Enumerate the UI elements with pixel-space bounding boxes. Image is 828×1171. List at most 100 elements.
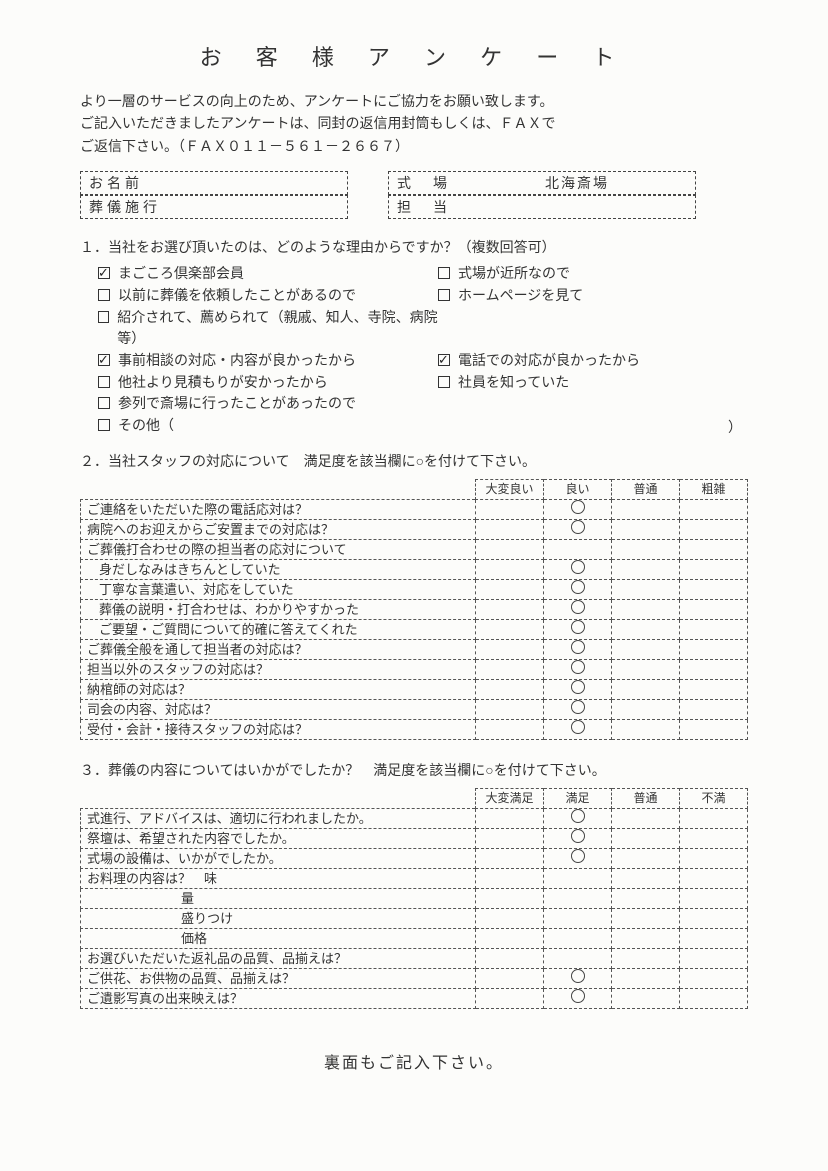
q1-option[interactable]: 式場が近所なので bbox=[438, 263, 570, 285]
rating-cell[interactable] bbox=[612, 928, 680, 948]
rating-cell[interactable] bbox=[544, 988, 612, 1008]
q1-option[interactable]: 他社より見積もりが安かったから bbox=[98, 372, 438, 394]
rating-cell[interactable] bbox=[612, 908, 680, 928]
rating-cell[interactable] bbox=[544, 559, 612, 579]
rating-cell[interactable] bbox=[476, 828, 544, 848]
rating-cell[interactable] bbox=[544, 888, 612, 908]
rating-cell[interactable] bbox=[544, 499, 612, 519]
q1-option[interactable]: 社員を知っていた bbox=[438, 372, 569, 394]
checkbox-icon[interactable] bbox=[98, 397, 110, 409]
rating-cell[interactable] bbox=[612, 968, 680, 988]
rating-cell[interactable] bbox=[544, 519, 612, 539]
q1-option[interactable]: 以前に葬儀を依頼したことがあるので bbox=[98, 285, 438, 307]
rating-cell[interactable] bbox=[612, 699, 680, 719]
rating-cell[interactable] bbox=[476, 968, 544, 988]
q1-option[interactable]: ホームページを見て bbox=[438, 285, 583, 307]
rating-cell[interactable] bbox=[544, 679, 612, 699]
rating-cell[interactable] bbox=[612, 539, 680, 559]
rating-cell[interactable] bbox=[544, 579, 612, 599]
checkbox-icon[interactable] bbox=[98, 354, 110, 366]
q1-option[interactable]: まごころ倶楽部会員 bbox=[98, 263, 438, 285]
rating-cell[interactable] bbox=[476, 639, 544, 659]
rating-cell[interactable] bbox=[680, 948, 748, 968]
rating-cell[interactable] bbox=[544, 948, 612, 968]
rating-cell[interactable] bbox=[544, 639, 612, 659]
rating-cell[interactable] bbox=[544, 928, 612, 948]
rating-cell[interactable] bbox=[680, 499, 748, 519]
checkbox-icon[interactable] bbox=[98, 289, 110, 301]
rating-cell[interactable] bbox=[680, 519, 748, 539]
rating-cell[interactable] bbox=[476, 659, 544, 679]
rating-cell[interactable] bbox=[612, 659, 680, 679]
q1-option[interactable]: その他（ bbox=[98, 415, 438, 437]
rating-cell[interactable] bbox=[680, 868, 748, 888]
q1-option[interactable]: 紹介されて、薦められて（親戚、知人、寺院、病院等） bbox=[98, 307, 438, 350]
rating-cell[interactable] bbox=[612, 948, 680, 968]
rating-cell[interactable] bbox=[476, 888, 544, 908]
rating-cell[interactable] bbox=[680, 679, 748, 699]
rating-cell[interactable] bbox=[612, 599, 680, 619]
rating-cell[interactable] bbox=[612, 499, 680, 519]
rating-cell[interactable] bbox=[544, 808, 612, 828]
rating-cell[interactable] bbox=[476, 539, 544, 559]
rating-cell[interactable] bbox=[612, 988, 680, 1008]
rating-cell[interactable] bbox=[544, 868, 612, 888]
q1-option[interactable]: 参列で斎場に行ったことがあったので bbox=[98, 393, 438, 415]
rating-cell[interactable] bbox=[680, 559, 748, 579]
rating-cell[interactable] bbox=[612, 619, 680, 639]
rating-cell[interactable] bbox=[612, 639, 680, 659]
rating-cell[interactable] bbox=[476, 908, 544, 928]
q1-option[interactable]: 事前相談の対応・内容が良かったから bbox=[98, 350, 438, 372]
checkbox-icon[interactable] bbox=[98, 311, 109, 323]
rating-cell[interactable] bbox=[544, 828, 612, 848]
checkbox-icon[interactable] bbox=[438, 267, 450, 279]
rating-cell[interactable] bbox=[680, 719, 748, 739]
rating-cell[interactable] bbox=[544, 659, 612, 679]
checkbox-icon[interactable] bbox=[438, 376, 450, 388]
checkbox-icon[interactable] bbox=[98, 376, 110, 388]
rating-cell[interactable] bbox=[544, 619, 612, 639]
rating-cell[interactable] bbox=[680, 808, 748, 828]
rating-cell[interactable] bbox=[476, 559, 544, 579]
rating-cell[interactable] bbox=[544, 968, 612, 988]
rating-cell[interactable] bbox=[680, 848, 748, 868]
rating-cell[interactable] bbox=[544, 699, 612, 719]
checkbox-icon[interactable] bbox=[438, 289, 450, 301]
rating-cell[interactable] bbox=[476, 928, 544, 948]
rating-cell[interactable] bbox=[680, 639, 748, 659]
rating-cell[interactable] bbox=[476, 699, 544, 719]
rating-cell[interactable] bbox=[612, 579, 680, 599]
rating-cell[interactable] bbox=[612, 828, 680, 848]
rating-cell[interactable] bbox=[476, 719, 544, 739]
checkbox-icon[interactable] bbox=[438, 354, 450, 366]
rating-cell[interactable] bbox=[544, 599, 612, 619]
rating-cell[interactable] bbox=[476, 848, 544, 868]
rating-cell[interactable] bbox=[476, 619, 544, 639]
rating-cell[interactable] bbox=[476, 599, 544, 619]
rating-cell[interactable] bbox=[612, 888, 680, 908]
rating-cell[interactable] bbox=[680, 968, 748, 988]
rating-cell[interactable] bbox=[680, 928, 748, 948]
rating-cell[interactable] bbox=[680, 599, 748, 619]
rating-cell[interactable] bbox=[680, 828, 748, 848]
rating-cell[interactable] bbox=[544, 908, 612, 928]
rating-cell[interactable] bbox=[612, 868, 680, 888]
rating-cell[interactable] bbox=[476, 948, 544, 968]
rating-cell[interactable] bbox=[612, 848, 680, 868]
rating-cell[interactable] bbox=[680, 619, 748, 639]
rating-cell[interactable] bbox=[476, 519, 544, 539]
rating-cell[interactable] bbox=[680, 888, 748, 908]
rating-cell[interactable] bbox=[612, 519, 680, 539]
rating-cell[interactable] bbox=[680, 659, 748, 679]
rating-cell[interactable] bbox=[680, 539, 748, 559]
rating-cell[interactable] bbox=[612, 559, 680, 579]
rating-cell[interactable] bbox=[544, 719, 612, 739]
checkbox-icon[interactable] bbox=[98, 419, 110, 431]
rating-cell[interactable] bbox=[680, 988, 748, 1008]
rating-cell[interactable] bbox=[476, 868, 544, 888]
rating-cell[interactable] bbox=[680, 699, 748, 719]
rating-cell[interactable] bbox=[476, 808, 544, 828]
rating-cell[interactable] bbox=[544, 539, 612, 559]
rating-cell[interactable] bbox=[544, 848, 612, 868]
rating-cell[interactable] bbox=[476, 499, 544, 519]
